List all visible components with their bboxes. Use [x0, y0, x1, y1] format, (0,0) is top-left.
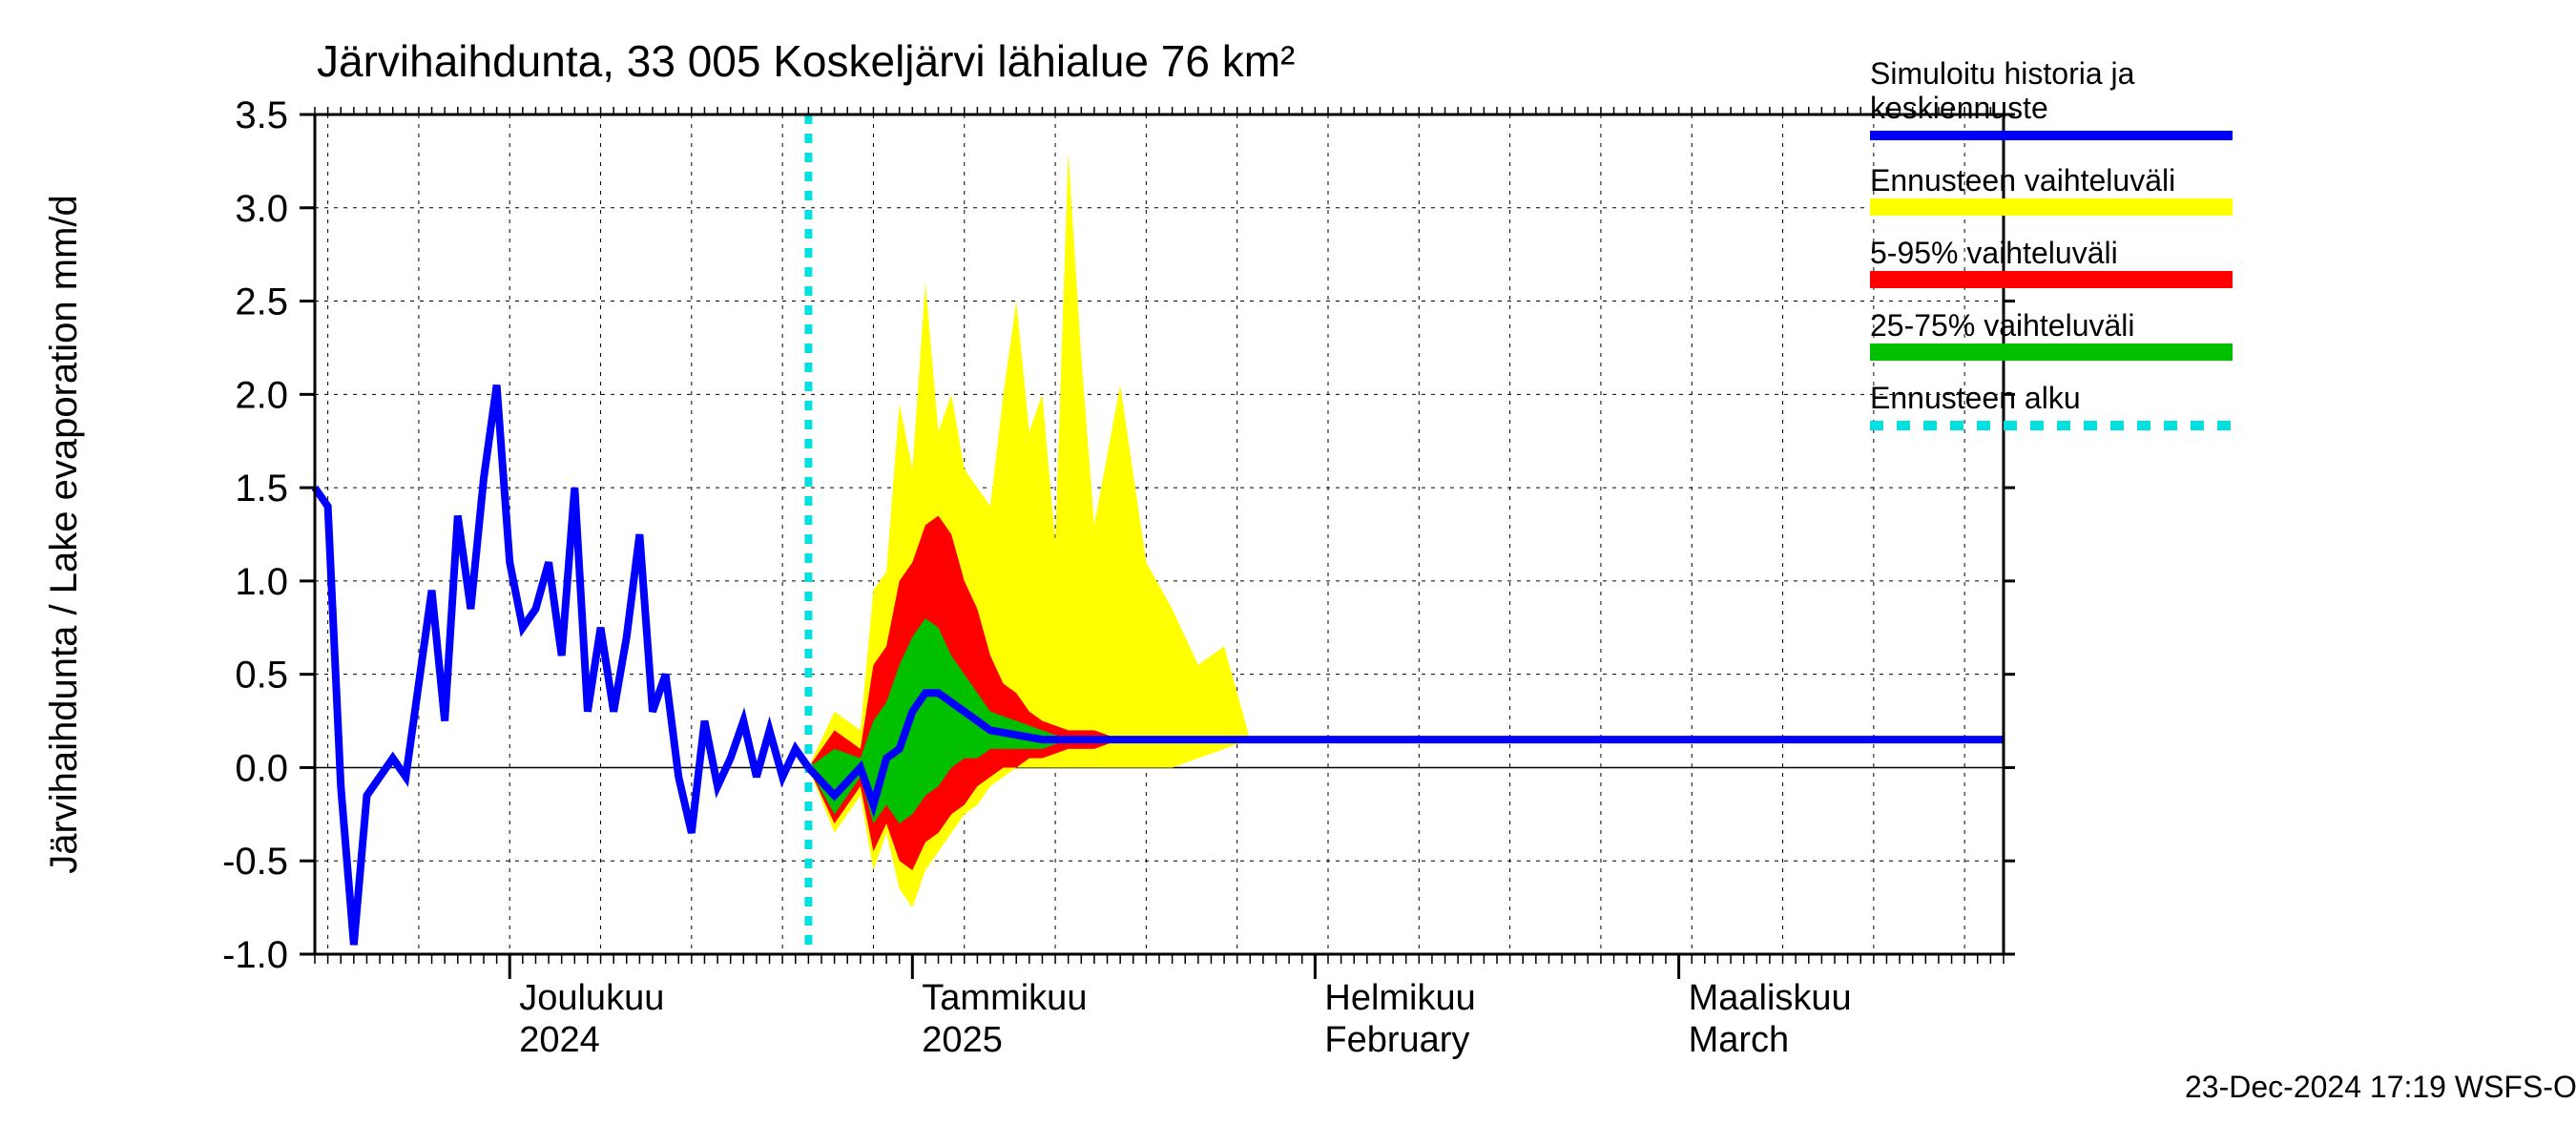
- ytick-label: 2.0: [235, 374, 288, 416]
- legend-label: Ennusteen vaihteluväli: [1870, 163, 2175, 198]
- y-axis-label: Järvihaihdunta / Lake evaporation mm/d: [43, 195, 85, 874]
- ytick-label: 3.0: [235, 188, 288, 230]
- legend-swatch: [1870, 198, 2233, 216]
- ytick-label: 1.0: [235, 561, 288, 603]
- legend-label: 25-75% vaihteluväli: [1870, 308, 2135, 343]
- chart-svg: -1.0 -0.5 0.0 0.5 1.0 1.5 2.0 2.5 3.0 3.5 Joulukuu…: [0, 0, 2576, 1145]
- xtick-label-bot: March: [1689, 1020, 1790, 1060]
- chart-container: -1.0 -0.5 0.0 0.5 1.0 1.5 2.0 2.5 3.0 3.5 Joulukuu…: [0, 0, 2576, 1145]
- ytick-label: -0.5: [222, 841, 288, 883]
- xtick-label-top: Tammikuu: [922, 978, 1087, 1018]
- xtick-label-top: Helmikuu: [1324, 978, 1475, 1018]
- legend-label: Ennusteen alku: [1870, 381, 2081, 415]
- ytick-label: 0.5: [235, 655, 288, 697]
- legend-swatch: [1870, 271, 2233, 288]
- chart-title: Järvihaihdunta, 33 005 Koskeljärvi lähia…: [317, 36, 1295, 86]
- legend-label: 5-95% vaihteluväli: [1870, 236, 2118, 270]
- ytick-label: 3.5: [235, 94, 288, 136]
- xtick-label-bot: 2025: [922, 1020, 1003, 1060]
- ytick-label: 2.5: [235, 281, 288, 323]
- ytick-label: -1.0: [222, 934, 288, 976]
- legend-label: Simuloitu historia ja: [1870, 56, 2135, 91]
- footer-timestamp: 23-Dec-2024 17:19 WSFS-O: [2185, 1070, 2576, 1104]
- ytick-label: 1.5: [235, 468, 288, 510]
- xtick-label-top: Maaliskuu: [1689, 978, 1852, 1018]
- legend-label: keskiennuste: [1870, 91, 2048, 125]
- xtick-label-top: Joulukuu: [519, 978, 664, 1018]
- ytick-label: 0.0: [235, 747, 288, 789]
- xtick-label-bot: February: [1324, 1020, 1469, 1060]
- legend-swatch: [1870, 344, 2233, 361]
- xtick-label-bot: 2024: [519, 1020, 600, 1060]
